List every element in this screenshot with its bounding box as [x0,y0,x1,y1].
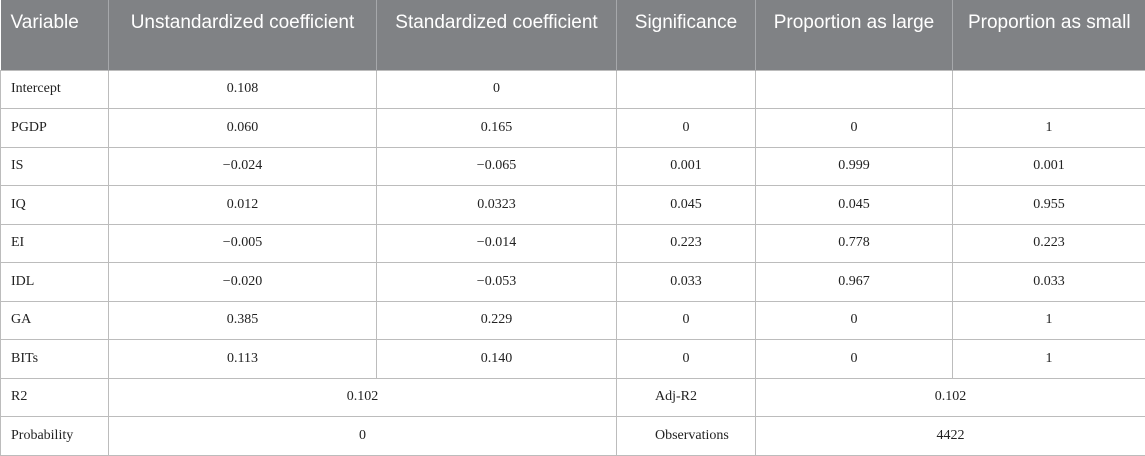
table-row: Intercept 0.108 0 [0,69,1145,109]
summary-value-r2: 0.102 [108,377,617,417]
cell-standardized: 0.140 [376,339,617,379]
cell-proportion-small: 0.955 [952,185,1145,225]
summary-label-probability: Probability [0,416,109,456]
table-row: EI −0.005 −0.014 0.223 0.778 0.223 [0,223,1145,263]
cell-proportion-small: 1 [952,339,1145,379]
cell-standardized: −0.053 [376,262,617,302]
cell-standardized: −0.014 [376,223,617,263]
table-row: BITs 0.113 0.140 0 0 1 [0,339,1145,379]
cell-unstandardized: −0.020 [108,262,377,302]
cell-unstandardized: −0.005 [108,223,377,263]
summary-row: R2 0.102 Adj-R2 0.102 [0,377,1145,417]
header-significance: Significance [616,0,756,70]
cell-significance [616,69,756,109]
cell-proportion-large: 0 [755,300,953,340]
cell-unstandardized: 0.385 [108,300,377,340]
cell-proportion-small: 1 [952,300,1145,340]
cell-significance: 0.045 [616,185,756,225]
cell-unstandardized: 0.012 [108,185,377,225]
table-row: GA 0.385 0.229 0 0 1 [0,300,1145,340]
cell-significance: 0 [616,339,756,379]
cell-standardized: −0.065 [376,146,617,186]
cell-proportion-small: 0.001 [952,146,1145,186]
cell-variable: Intercept [0,69,109,109]
table-row: IS −0.024 −0.065 0.001 0.999 0.001 [0,146,1145,186]
cell-significance: 0 [616,108,756,148]
cell-unstandardized: 0.108 [108,69,377,109]
summary-label-adj-r2: Adj-R2 [616,377,756,417]
table-row: IQ 0.012 0.0323 0.045 0.045 0.955 [0,185,1145,225]
cell-unstandardized: −0.024 [108,146,377,186]
cell-variable: IS [0,146,109,186]
header-proportion-as-large: Proportion as large [755,0,953,70]
cell-variable: IDL [0,262,109,302]
summary-row: Probability 0 Observations 4422 [0,416,1145,456]
header-standardized-coefficient: Standardized coefficient [376,0,617,70]
header-proportion-as-small: Proportion as small [952,0,1145,70]
summary-label-r2: R2 [0,377,109,417]
summary-value-observations: 4422 [755,416,1145,456]
header-variable: Variable [0,0,109,70]
table-row: IDL −0.020 −0.053 0.033 0.967 0.033 [0,262,1145,302]
cell-standardized: 0.165 [376,108,617,148]
header-unstandardized-coefficient: Unstandardized coefficient [108,0,377,70]
cell-significance: 0.001 [616,146,756,186]
cell-proportion-large: 0.967 [755,262,953,302]
cell-proportion-small [952,69,1145,109]
cell-proportion-small: 0.033 [952,262,1145,302]
cell-proportion-large [755,69,953,109]
cell-proportion-large: 0.778 [755,223,953,263]
cell-proportion-small: 0.223 [952,223,1145,263]
cell-variable: BITs [0,339,109,379]
cell-variable: IQ [0,185,109,225]
cell-significance: 0.033 [616,262,756,302]
cell-variable: EI [0,223,109,263]
cell-unstandardized: 0.060 [108,108,377,148]
summary-label-observations: Observations [616,416,756,456]
cell-proportion-large: 0.999 [755,146,953,186]
cell-proportion-small: 1 [952,108,1145,148]
summary-value-probability: 0 [108,416,617,456]
cell-unstandardized: 0.113 [108,339,377,379]
cell-standardized: 0.0323 [376,185,617,225]
cell-variable: PGDP [0,108,109,148]
cell-variable: GA [0,300,109,340]
cell-proportion-large: 0 [755,108,953,148]
cell-proportion-large: 0 [755,339,953,379]
cell-significance: 0.223 [616,223,756,263]
cell-significance: 0 [616,300,756,340]
cell-proportion-large: 0.045 [755,185,953,225]
header-row: Variable Unstandardized coefficient Stan… [0,0,1145,70]
table-row: PGDP 0.060 0.165 0 0 1 [0,108,1145,148]
cell-standardized: 0 [376,69,617,109]
cell-standardized: 0.229 [376,300,617,340]
summary-value-adj-r2: 0.102 [755,377,1145,417]
